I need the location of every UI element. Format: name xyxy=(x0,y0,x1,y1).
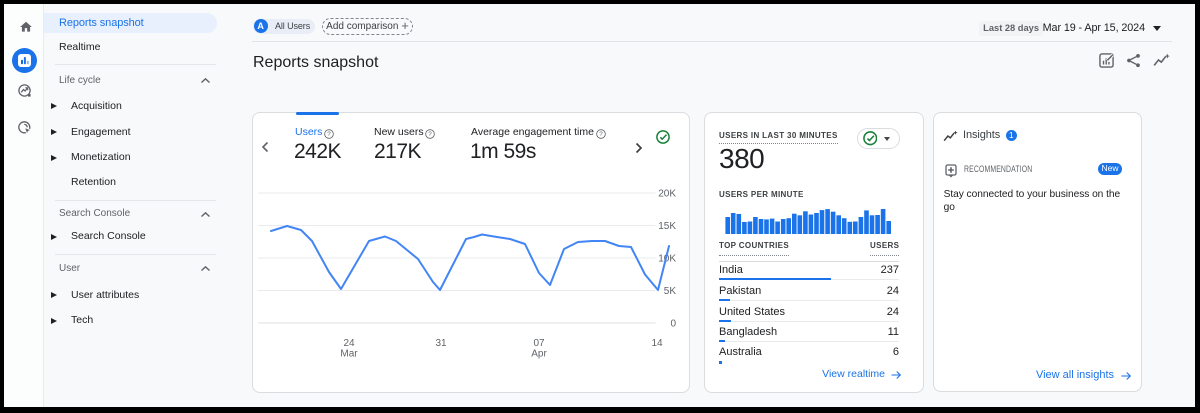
svg-text:Mar: Mar xyxy=(340,349,358,360)
svg-text:5K: 5K xyxy=(664,286,677,297)
svg-text:?: ? xyxy=(428,131,432,138)
svg-text:24: 24 xyxy=(343,338,355,349)
svg-text:Apr: Apr xyxy=(531,349,547,360)
svg-text:?: ? xyxy=(327,131,331,138)
svg-text:10K: 10K xyxy=(658,254,676,265)
svg-text:0: 0 xyxy=(670,319,676,330)
svg-text:07: 07 xyxy=(533,338,545,349)
svg-text:?: ? xyxy=(599,131,603,138)
svg-text:20K: 20K xyxy=(658,189,676,200)
svg-text:15K: 15K xyxy=(658,221,676,232)
svg-text:14: 14 xyxy=(651,338,663,349)
svg-text:31: 31 xyxy=(435,338,447,349)
